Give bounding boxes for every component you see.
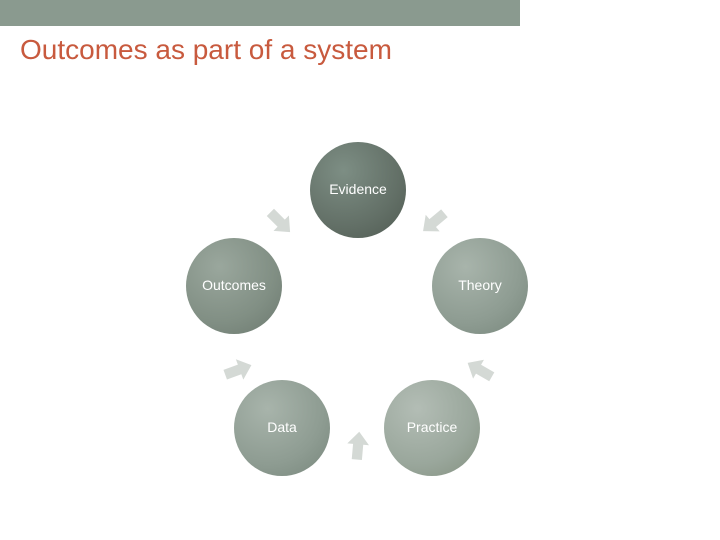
arrow-evidence-to-theory: [410, 198, 458, 246]
node-theory: Theory: [432, 238, 528, 334]
arrow-outcomes-to-evidence: [256, 198, 304, 246]
node-data: Data: [234, 380, 330, 476]
arrow-theory-to-practice: [457, 347, 503, 393]
node-label-data: Data: [267, 420, 297, 435]
node-label-evidence: Evidence: [329, 182, 387, 197]
node-evidence: Evidence: [310, 142, 406, 238]
node-practice: Practice: [384, 380, 480, 476]
node-outcomes: Outcomes: [186, 238, 282, 334]
node-label-theory: Theory: [458, 278, 502, 293]
arrow-practice-to-data: [340, 428, 377, 465]
cycle-diagram: Evidence Theory Practice Data Outcomes: [0, 0, 720, 540]
node-label-practice: Practice: [407, 420, 458, 435]
node-label-outcomes: Outcomes: [202, 278, 266, 293]
arrow-data-to-outcomes: [216, 348, 260, 392]
